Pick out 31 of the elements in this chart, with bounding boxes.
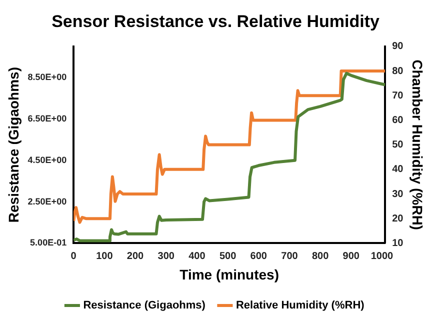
y-tick-label: 4.50E+00 [28,154,67,165]
legend-label: Relative Humidity (%RH) [236,300,365,312]
legend-label: Resistance (Gigaohms) [83,300,206,312]
x-tick-label: 300 [158,250,175,262]
x-tick-label: 200 [126,250,144,262]
y2-axis-title: Chamber Humidity (%RH) [410,60,426,230]
y2-tick-label: 60 [392,114,404,126]
x-tick-label: 0 [70,250,77,262]
y2-tick-label: 20 [392,213,404,224]
x-tick-label: 700 [281,250,298,262]
y2-tick-label: 10 [392,238,404,249]
y-tick-label: 2.50E+00 [28,196,67,206]
y-tick-label: 6.50E+00 [28,113,67,124]
y-tick-label: 5.00E-01 [30,238,67,248]
x-tick-label: 1000 [370,250,394,262]
y-axis-title: Resistance (Gigaohms) [5,66,22,223]
y2-tick-label: 80 [392,66,404,77]
y2-tick-label: 40 [392,164,404,176]
y-tick-label: 8.50E+00 [28,72,67,82]
x-tick-label: 400 [188,250,206,262]
x-tick-label: 600 [250,250,268,262]
chart-title: Sensor Resistance vs. Relative Humidity [52,12,380,31]
x-axis-title: Time (minutes) [180,266,279,282]
y2-tick-label: 30 [392,188,404,200]
x-tick-label: 100 [96,250,114,262]
x-tick-label: 500 [219,250,237,262]
y2-tick-label: 50 [392,140,404,151]
y2-tick-label: 90 [392,41,404,52]
x-tick-label: 900 [342,250,360,262]
y2-tick-label: 70 [392,90,404,102]
x-tick-label: 800 [312,250,330,262]
